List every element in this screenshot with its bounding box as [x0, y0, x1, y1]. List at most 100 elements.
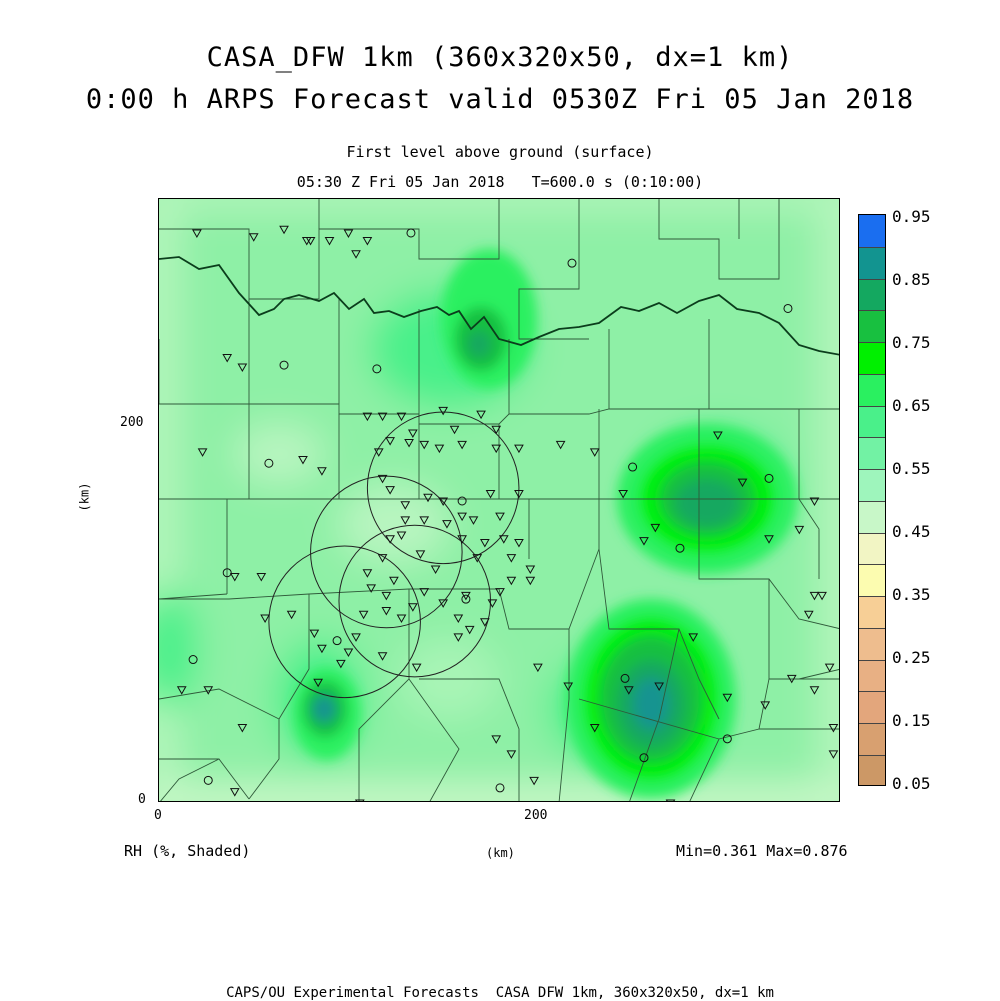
station-triangle-marker	[529, 776, 539, 786]
y-tick-0: 0	[138, 792, 146, 807]
station-triangle-marker	[419, 440, 430, 450]
station-triangle-marker	[764, 535, 774, 544]
colorbar-segment	[859, 246, 885, 279]
station-triangle-marker	[794, 525, 805, 535]
station-triangle-marker	[438, 406, 449, 416]
station-circle-marker	[264, 458, 274, 468]
station-triangle-marker	[377, 412, 388, 422]
station-triangle-marker	[317, 467, 327, 476]
station-triangle-marker	[589, 724, 600, 733]
station-triangle-marker	[514, 444, 524, 454]
station-triangle-marker	[336, 659, 346, 669]
colorbar-segment	[859, 278, 885, 311]
colorbar-segment	[859, 469, 885, 501]
station-triangle-marker	[650, 523, 661, 533]
station-triangle-marker	[377, 652, 388, 661]
colorbar-segment	[859, 596, 885, 628]
station-triangle-marker	[555, 440, 566, 450]
station-triangle-marker	[472, 554, 483, 563]
station-triangle-marker	[203, 686, 214, 695]
station-circle-marker	[332, 636, 342, 646]
station-triangle-marker	[229, 573, 240, 582]
colorbar-segment	[859, 723, 885, 756]
colorbar	[858, 214, 886, 786]
station-triangle-marker	[665, 799, 676, 801]
station-triangle-marker	[506, 576, 517, 586]
station-triangle-marker	[809, 686, 820, 695]
station-triangle-marker	[491, 425, 502, 435]
colorbar-label: 0.05	[892, 774, 931, 793]
station-triangle-marker	[192, 229, 202, 238]
colorbar-segment	[859, 215, 885, 247]
station-triangle-marker	[197, 448, 208, 457]
station-triangle-marker	[343, 648, 354, 658]
station-triangle-marker	[362, 412, 373, 422]
y-tick-200: 200	[120, 415, 144, 430]
station-triangle-marker	[514, 539, 524, 548]
chart-title-line-1: CASA_DFW 1km (360x320x50, dx=1 km)	[206, 42, 794, 73]
station-triangle-marker	[468, 516, 479, 525]
colorbar-segment	[859, 755, 885, 785]
colorbar-label: 0.65	[892, 396, 931, 415]
station-triangle-marker	[479, 539, 490, 548]
variable-label: RH (%, Shaded)	[124, 842, 251, 860]
station-triangle-marker	[400, 516, 411, 525]
station-triangle-marker	[491, 735, 502, 744]
station-triangle-marker	[760, 701, 771, 710]
station-triangle-marker	[495, 588, 505, 597]
station-triangle-marker	[563, 682, 574, 691]
station-triangle-marker	[237, 724, 248, 733]
station-triangle-marker	[430, 565, 441, 574]
colorbar-label: 0.85	[892, 270, 931, 289]
station-triangle-marker	[407, 603, 418, 612]
station-triangle-marker	[309, 629, 320, 639]
station-circle-marker	[567, 258, 577, 268]
station-triangle-marker	[279, 225, 289, 235]
observation-stations	[176, 225, 839, 801]
station-triangle-marker	[298, 455, 308, 465]
station-triangle-marker	[495, 512, 505, 522]
station-triangle-marker	[400, 501, 411, 510]
station-triangle-marker	[351, 633, 361, 642]
station-triangle-marker	[286, 610, 297, 620]
station-circle-marker	[372, 364, 382, 374]
station-triangle-marker	[358, 610, 369, 620]
station-circle-marker	[222, 568, 232, 578]
colorbar-segment	[859, 627, 885, 660]
station-circle-marker	[188, 655, 198, 665]
station-triangle-marker	[506, 750, 517, 759]
station-triangle-marker	[256, 573, 267, 582]
colorbar-segment	[859, 405, 885, 438]
station-triangle-marker	[722, 693, 733, 703]
station-triangle-marker	[377, 554, 388, 563]
colorbar-segment	[859, 659, 885, 692]
station-triangle-marker	[434, 444, 445, 454]
colorbar-segment	[859, 437, 885, 470]
station-triangle-marker	[385, 535, 395, 544]
station-triangle-marker	[589, 448, 600, 457]
colorbar-segment	[859, 373, 885, 406]
station-triangle-marker	[654, 682, 664, 691]
station-circle-marker	[461, 594, 471, 604]
station-triangle-marker	[237, 363, 248, 372]
min-max-readout: Min=0.361 Max=0.876	[676, 842, 848, 860]
station-triangle-marker	[248, 233, 259, 242]
rh-map-plot	[158, 198, 840, 802]
station-triangle-marker	[817, 591, 827, 601]
county-borders	[159, 199, 839, 801]
station-triangle-marker	[514, 489, 524, 499]
red-river-border	[159, 256, 839, 356]
station-triangle-marker	[438, 497, 449, 507]
station-triangle-marker	[229, 788, 240, 797]
station-triangle-marker	[423, 493, 433, 503]
colorbar-segment	[859, 532, 885, 565]
station-triangle-marker	[381, 606, 392, 616]
station-triangle-marker	[487, 599, 498, 608]
station-triangle-marker	[396, 412, 407, 422]
station-triangle-marker	[491, 444, 502, 454]
station-triangle-marker	[453, 614, 464, 624]
station-triangle-marker	[457, 440, 467, 450]
station-triangle-marker	[385, 437, 395, 446]
station-triangle-marker	[362, 569, 373, 578]
station-triangle-marker	[313, 678, 323, 688]
